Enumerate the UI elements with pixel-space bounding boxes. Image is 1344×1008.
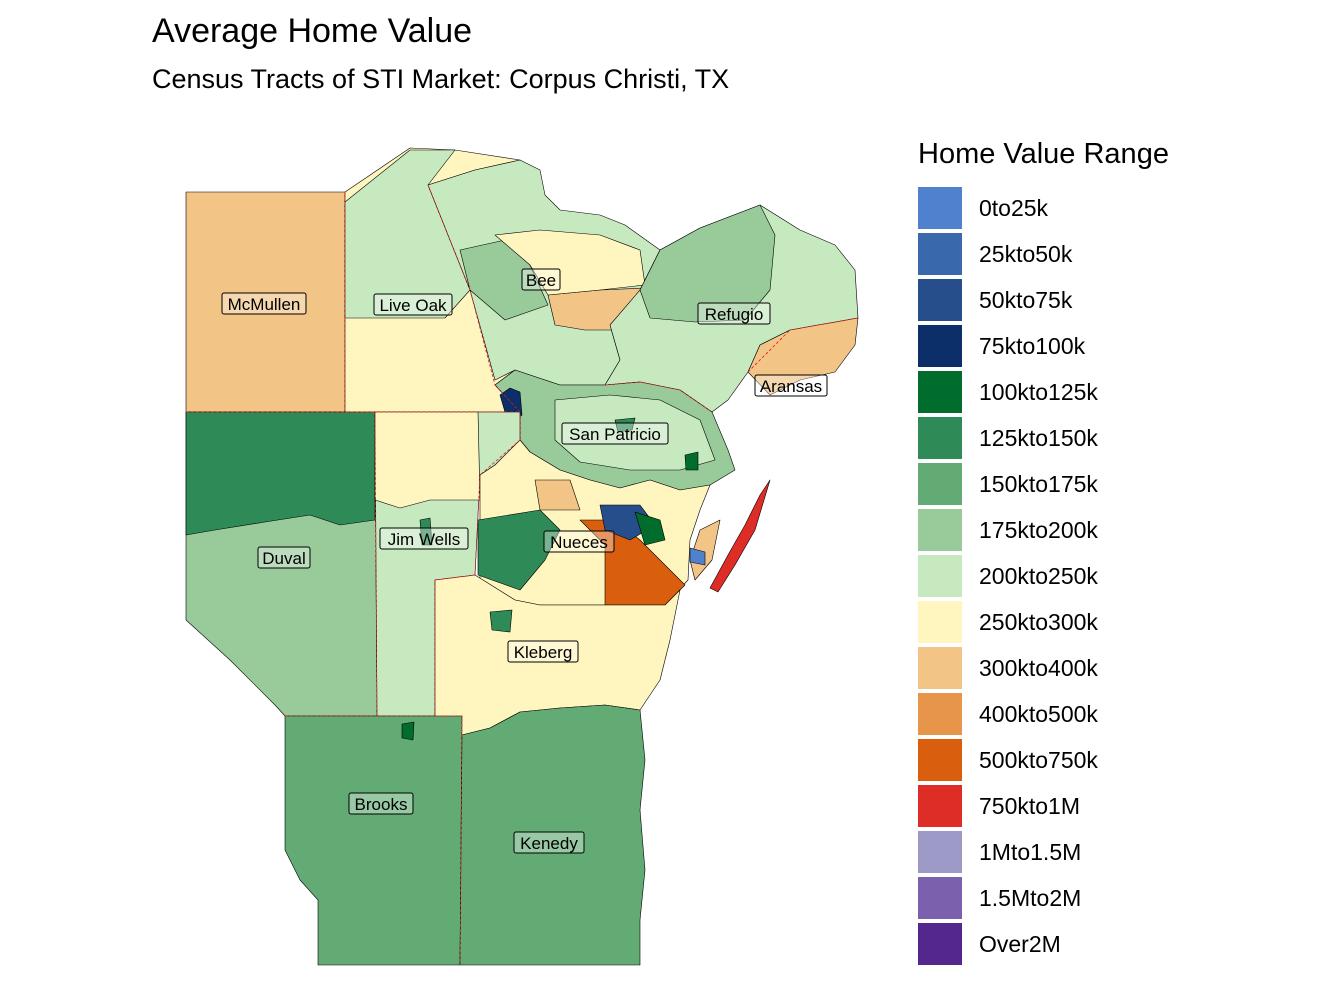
- label-bee: Bee: [521, 268, 561, 291]
- legend-item: Over2M: [918, 921, 1338, 967]
- svg-text:Kenedy: Kenedy: [520, 834, 578, 853]
- svg-text:Duval: Duval: [262, 549, 305, 568]
- legend-swatch: [918, 325, 962, 367]
- legend-label: 0to25k: [979, 194, 1049, 221]
- tract-coast-blue[interactable]: [689, 547, 706, 566]
- label-san-patricio: San Patricio: [561, 422, 669, 445]
- legend-swatch: [918, 187, 962, 229]
- tract-jim-wells-north[interactable]: [374, 411, 481, 509]
- tract-small-green-2[interactable]: [684, 451, 699, 471]
- legend-label: 175kto200k: [979, 516, 1098, 543]
- legend-swatch: [918, 693, 962, 735]
- label-nueces: Nueces: [543, 530, 615, 553]
- legend-item: 25kto50k: [918, 231, 1338, 277]
- svg-text:Nueces: Nueces: [550, 533, 608, 552]
- legend-swatch: [918, 417, 962, 459]
- legend-items: 0to25k 25kto50k 50kto75k 75kto100k 100kto125…: [918, 185, 1338, 967]
- tract-small-green-3[interactable]: [419, 517, 433, 546]
- county-kenedy[interactable]: [459, 704, 646, 966]
- legend-label: 400kto500k: [979, 700, 1098, 727]
- label-refugio: Refugio: [697, 302, 771, 325]
- tract-nueces-green[interactable]: [634, 511, 666, 546]
- legend-swatch: [918, 923, 962, 965]
- map-subtitle: Census Tracts of STI Market: Corpus Chri…: [152, 64, 730, 94]
- svg-text:Refugio: Refugio: [705, 305, 764, 324]
- legend-title: Home Value Range: [918, 138, 1169, 170]
- svg-text:San Patricio: San Patricio: [569, 425, 661, 444]
- legend-item: 1.5Mto2M: [918, 875, 1338, 921]
- tract-small-green-5[interactable]: [401, 721, 415, 741]
- legend-item: 300kto400k: [918, 645, 1338, 691]
- legend-label: 25kto50k: [979, 240, 1073, 267]
- label-live-oak: Live Oak: [373, 293, 453, 316]
- svg-text:Jim Wells: Jim Wells: [388, 530, 460, 549]
- legend-swatch: [918, 785, 962, 827]
- legend-label: 200kto250k: [979, 562, 1098, 589]
- legend-swatch: [918, 233, 962, 275]
- svg-text:Live Oak: Live Oak: [379, 296, 447, 315]
- legend-label: 125kto150k: [979, 424, 1098, 451]
- legend-label: Over2M: [979, 930, 1061, 957]
- label-jim-wells: Jim Wells: [379, 527, 469, 550]
- label-duval: Duval: [257, 546, 311, 569]
- legend-label: 300kto400k: [979, 654, 1098, 681]
- legend-swatch: [918, 463, 962, 505]
- label-mcmullen: McMullen: [221, 292, 307, 315]
- tract-refugio-north[interactable]: [639, 204, 776, 323]
- legend-item: 50kto75k: [918, 277, 1338, 323]
- legend-label: 250kto300k: [979, 608, 1098, 635]
- county-aransas[interactable]: [747, 317, 859, 396]
- legend-item: 400kto500k: [918, 691, 1338, 737]
- svg-text:Bee: Bee: [526, 271, 556, 290]
- legend-item: 100kto125k: [918, 369, 1338, 415]
- legend-item: 500kto750k: [918, 737, 1338, 783]
- label-aransas: Aransas: [754, 374, 828, 397]
- label-kenedy: Kenedy: [513, 831, 585, 854]
- legend-swatch: [918, 831, 962, 873]
- legend-item: 750kto1M: [918, 783, 1338, 829]
- tract-barrier-island[interactable]: [709, 479, 771, 593]
- svg-text:Kleberg: Kleberg: [514, 643, 573, 662]
- legend-swatch: [918, 279, 962, 321]
- legend-swatch: [918, 509, 962, 551]
- svg-text:Brooks: Brooks: [355, 795, 408, 814]
- legend-label: 500kto750k: [979, 746, 1098, 773]
- legend-label: 150kto175k: [979, 470, 1098, 497]
- legend-swatch: [918, 371, 962, 413]
- legend-swatch: [918, 647, 962, 689]
- tract-small-green-1[interactable]: [614, 417, 636, 433]
- legend-item: 0to25k: [918, 185, 1338, 231]
- county-labels: McMullen Live Oak Bee Refugio Aransas Sa…: [221, 268, 828, 854]
- legend-label: 50kto75k: [979, 286, 1073, 313]
- legend-item: 250kto300k: [918, 599, 1338, 645]
- svg-text:Aransas: Aransas: [760, 377, 822, 396]
- legend-swatch: [918, 555, 962, 597]
- legend-swatch: [918, 739, 962, 781]
- legend: Home Value Range 0to25k 25kto50k 50kto75k 7…: [918, 138, 1338, 967]
- legend-item: 75kto100k: [918, 323, 1338, 369]
- tract-nueces-tan[interactable]: [534, 479, 581, 511]
- county-brooks[interactable]: [284, 715, 463, 966]
- legend-swatch: [918, 601, 962, 643]
- tract-small-green-4[interactable]: [489, 609, 513, 633]
- legend-item: 200kto250k: [918, 553, 1338, 599]
- label-kleberg: Kleberg: [507, 640, 579, 663]
- legend-label: 1Mto1.5M: [979, 838, 1082, 865]
- legend-label: 1.5Mto2M: [979, 884, 1082, 911]
- legend-item: 175kto200k: [918, 507, 1338, 553]
- map-title: Average Home Value: [152, 12, 473, 50]
- legend-label: 750kto1M: [979, 792, 1081, 819]
- legend-label: 100kto125k: [979, 378, 1098, 405]
- legend-item: 150kto175k: [918, 461, 1338, 507]
- tract-duval-north[interactable]: [185, 411, 376, 536]
- legend-swatch: [918, 877, 962, 919]
- legend-item: 1Mto1.5M: [918, 829, 1338, 875]
- choropleth-map: McMullen Live Oak Bee Refugio Aransas Sa…: [185, 147, 859, 966]
- label-brooks: Brooks: [348, 792, 414, 815]
- svg-text:McMullen: McMullen: [228, 295, 301, 314]
- legend-label: 75kto100k: [979, 332, 1086, 359]
- legend-item: 125kto150k: [918, 415, 1338, 461]
